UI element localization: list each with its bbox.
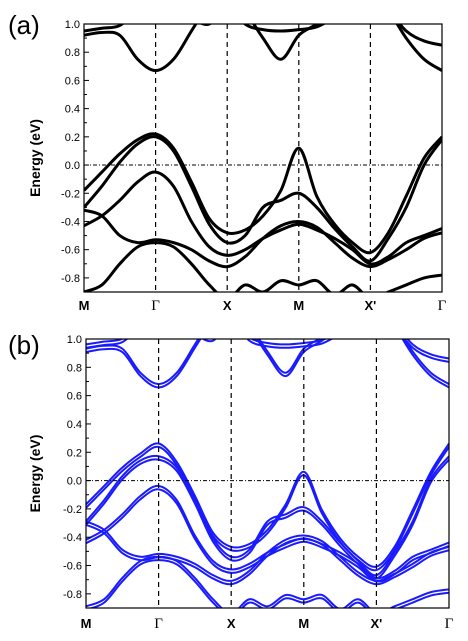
y-tick-label: -0.4	[63, 532, 82, 544]
band-line-6-1	[86, 339, 449, 360]
band-line-6	[84, 24, 442, 47]
y-tick-label: 0.2	[65, 132, 80, 144]
y-tick-label: -0.8	[63, 589, 82, 601]
k-point-label: M	[79, 298, 90, 313]
band-line-3-1	[86, 520, 449, 582]
k-point-label: Γ	[445, 616, 454, 632]
y-tick-label: 0.0	[65, 160, 80, 172]
chart-panel-b: (b) 1.0 0.8 0.6 0.4 0.2 0.0 -0.2 -0.4 -0.6 -0.8 Ene…	[8, 330, 454, 632]
band-line-4-1	[86, 555, 449, 608]
y-tick-label: 0.4	[65, 104, 80, 116]
band-line-0	[84, 132, 442, 255]
y-tick-label: 0.8	[67, 362, 82, 374]
band-line-4-0	[88, 559, 449, 608]
y-tick-label: 0.0	[67, 476, 82, 488]
panel-label: (b)	[8, 330, 40, 360]
y-tick-label: 0.4	[67, 419, 82, 431]
band-line-0-1	[86, 442, 449, 568]
band-line-3-0	[86, 523, 449, 586]
y-tick-label: 0.8	[65, 47, 80, 59]
band-line-5	[84, 24, 442, 73]
y-tick-label: 1.0	[65, 19, 80, 31]
band-line-4	[84, 241, 442, 292]
y-tick-label: -0.2	[61, 188, 80, 200]
band-line-5-1	[86, 339, 449, 386]
plot-frame	[85, 338, 450, 609]
y-tick-label: 0.6	[67, 391, 82, 403]
band-line-3	[84, 208, 442, 269]
y-tick-label: 0.6	[65, 75, 80, 87]
plot-frame	[83, 23, 443, 293]
k-point-label: X'	[365, 298, 377, 313]
k-point-label: M	[293, 298, 304, 313]
y-tick-label: 1.0	[67, 334, 82, 346]
y-axis-label: Energy (eV)	[27, 119, 43, 197]
k-point-label: X	[223, 298, 232, 313]
band-line-1	[84, 135, 442, 263]
k-point-label: Γ	[438, 298, 447, 314]
k-point-label: M	[298, 616, 309, 631]
y-tick-label: -0.6	[61, 245, 80, 257]
k-point-label: X	[227, 616, 236, 631]
y-tick-label: -0.4	[61, 216, 80, 228]
band-line-2-0	[86, 488, 449, 583]
y-tick-label: -0.2	[63, 504, 82, 516]
y-tick-label: -0.6	[63, 561, 82, 573]
panel-label: (a)	[8, 10, 40, 40]
chart-panel-a: (a) 1.0 0.8 0.6 0.4 0.2 0.0 -0.2 -0.4 -0.6 -0.8 Ene…	[8, 10, 447, 314]
y-tick-label: 0.2	[67, 447, 82, 459]
y-axis-label: Energy (eV)	[27, 435, 43, 513]
k-point-label: Γ	[151, 298, 160, 314]
k-point-label: Γ	[154, 616, 163, 632]
band-line-1-0	[86, 458, 449, 580]
bands	[84, 24, 442, 292]
bands	[86, 339, 449, 608]
band-line-6-0	[86, 339, 449, 363]
band-line-1-1	[86, 454, 449, 577]
k-point-label: M	[81, 616, 92, 631]
k-point-label: X'	[371, 616, 383, 631]
y-tick-label: -0.8	[61, 273, 80, 285]
band-line-5-0	[86, 339, 449, 389]
band-line-0-0	[86, 445, 449, 572]
